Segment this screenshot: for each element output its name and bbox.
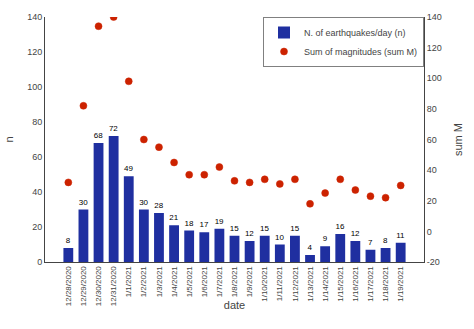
- svg-text:1/12/2021: 1/12/2021: [291, 266, 300, 302]
- svg-text:15: 15: [260, 224, 269, 233]
- svg-text:1/10/2021: 1/10/2021: [260, 266, 269, 302]
- svg-text:1/9/2021: 1/9/2021: [245, 266, 254, 298]
- svg-text:60: 60: [32, 152, 42, 162]
- svg-text:72: 72: [109, 124, 118, 133]
- svg-text:4: 4: [308, 243, 313, 252]
- svg-text:20: 20: [32, 222, 42, 232]
- svg-text:10: 10: [275, 233, 284, 242]
- svg-text:80: 80: [32, 117, 42, 127]
- svg-text:12/31/2020: 12/31/2020: [109, 266, 118, 307]
- svg-text:16: 16: [336, 222, 345, 231]
- svg-text:30: 30: [139, 198, 148, 207]
- svg-text:1/18/2021: 1/18/2021: [381, 266, 390, 302]
- svg-text:20: 20: [427, 196, 437, 206]
- svg-text:140: 140: [427, 12, 442, 22]
- svg-text:15: 15: [290, 224, 299, 233]
- svg-text:8: 8: [383, 236, 388, 245]
- svg-text:12/28/2020: 12/28/2020: [64, 266, 73, 307]
- svg-text:1/1/2021: 1/1/2021: [124, 266, 133, 298]
- svg-text:1/19/2021: 1/19/2021: [396, 266, 405, 302]
- svg-text:1/7/2021: 1/7/2021: [215, 266, 224, 298]
- svg-text:40: 40: [32, 187, 42, 197]
- svg-text:8: 8: [66, 236, 71, 245]
- svg-text:12/29/2020: 12/29/2020: [79, 266, 88, 307]
- svg-text:1/6/2021: 1/6/2021: [200, 266, 209, 298]
- svg-text:28: 28: [154, 201, 163, 210]
- svg-text:1/4/2021: 1/4/2021: [170, 266, 179, 298]
- svg-text:19: 19: [215, 217, 224, 226]
- svg-text:1/11/2021: 1/11/2021: [275, 266, 284, 302]
- svg-text:100: 100: [427, 73, 442, 83]
- svg-text:68: 68: [94, 131, 103, 140]
- svg-text:0: 0: [37, 257, 42, 267]
- svg-text:-20: -20: [427, 257, 440, 267]
- svg-text:1/14/2021: 1/14/2021: [321, 266, 330, 302]
- svg-text:1/3/2021: 1/3/2021: [155, 266, 164, 298]
- svg-text:sum M: sum M: [452, 123, 464, 156]
- svg-text:21: 21: [169, 213, 178, 222]
- svg-text:N. of earthquakes/day (n): N. of earthquakes/day (n): [304, 28, 406, 38]
- svg-text:40: 40: [427, 165, 437, 175]
- svg-text:12/30/2020: 12/30/2020: [94, 266, 103, 307]
- svg-text:18: 18: [184, 219, 193, 228]
- svg-text:80: 80: [427, 104, 437, 114]
- svg-text:100: 100: [27, 82, 42, 92]
- svg-text:12: 12: [351, 229, 360, 238]
- svg-text:12: 12: [245, 229, 254, 238]
- svg-text:15: 15: [230, 224, 239, 233]
- svg-text:30: 30: [79, 198, 88, 207]
- svg-text:120: 120: [427, 43, 442, 53]
- svg-text:120: 120: [27, 47, 42, 57]
- svg-text:0: 0: [427, 227, 432, 237]
- svg-text:49: 49: [124, 164, 133, 173]
- svg-text:11: 11: [396, 231, 405, 240]
- svg-text:n: n: [3, 136, 15, 142]
- svg-text:17: 17: [200, 220, 209, 229]
- svg-text:1/15/2021: 1/15/2021: [336, 266, 345, 302]
- svg-text:1/8/2021: 1/8/2021: [230, 266, 239, 298]
- svg-text:9: 9: [323, 234, 328, 243]
- svg-text:140: 140: [27, 12, 42, 22]
- svg-text:Sum of magnitudes (sum M): Sum of magnitudes (sum M): [304, 47, 417, 57]
- svg-text:1/16/2021: 1/16/2021: [351, 266, 360, 302]
- svg-text:1/5/2021: 1/5/2021: [185, 266, 194, 298]
- svg-text:60: 60: [427, 135, 437, 145]
- svg-text:date: date: [224, 299, 245, 311]
- svg-text:1/17/2021: 1/17/2021: [366, 266, 375, 302]
- svg-text:1/13/2021: 1/13/2021: [306, 266, 315, 302]
- svg-text:1/2/2021: 1/2/2021: [139, 266, 148, 298]
- svg-text:7: 7: [368, 238, 373, 247]
